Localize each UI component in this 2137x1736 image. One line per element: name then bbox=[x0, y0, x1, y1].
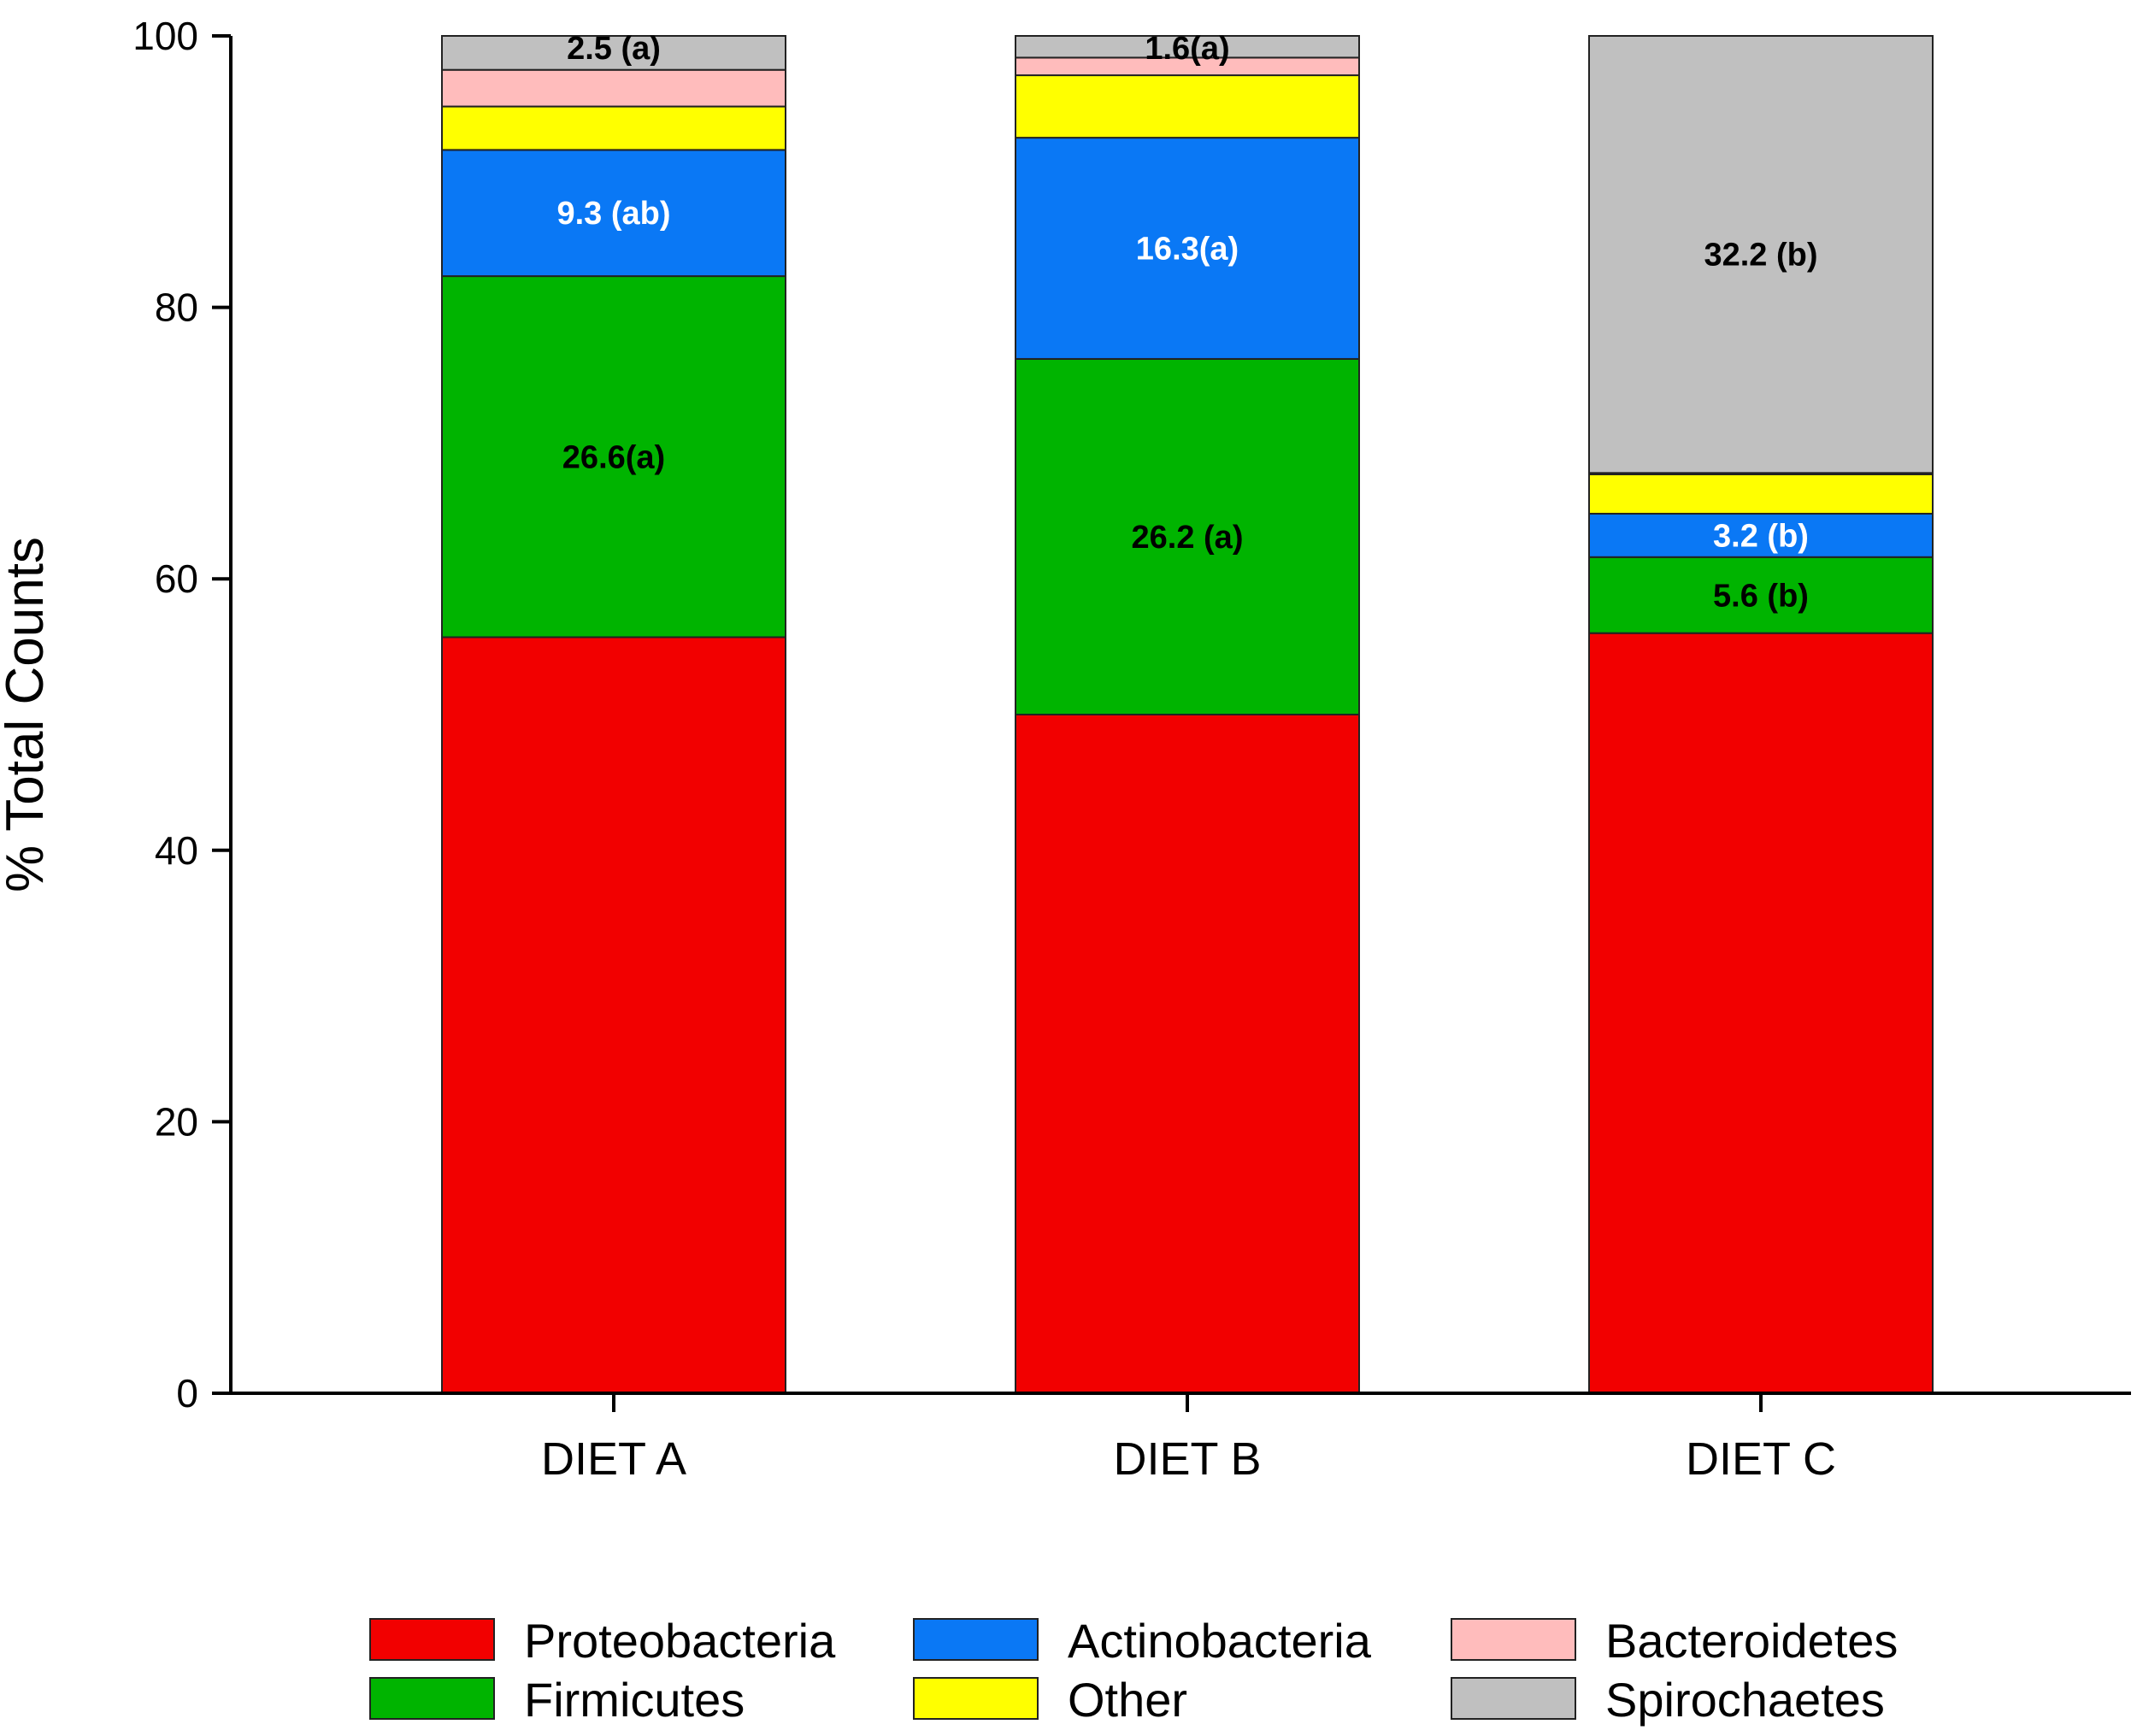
legend-swatch-actinobacteria bbox=[913, 1618, 1039, 1661]
legend: Proteobacteria Actinobacteria Bacteroidete… bbox=[369, 1614, 1898, 1727]
bar-segment-diet-c-spirochaetes bbox=[1588, 35, 1934, 474]
data-label-diet-b-firmicutes: 26.2 (a) bbox=[1132, 520, 1244, 556]
legend-swatch-spirochaetes bbox=[1451, 1677, 1576, 1720]
data-label-diet-a-actinobacteria: 9.3 (ab) bbox=[556, 196, 670, 232]
legend-swatch-proteobacteria bbox=[369, 1618, 495, 1661]
legend-item-actinobacteria: Actinobacteria bbox=[913, 1614, 1372, 1668]
legend-label-bacteroidetes: Bacteroidetes bbox=[1605, 1614, 1898, 1668]
axes-layer bbox=[229, 36, 2131, 1395]
legend-item-bacteroidetes: Bacteroidetes bbox=[1451, 1614, 1898, 1668]
legend-swatch-other bbox=[913, 1677, 1039, 1720]
legend-item-proteobacteria: Proteobacteria bbox=[369, 1614, 836, 1668]
y-tick-label: 60 bbox=[155, 556, 198, 601]
data-label-diet-b-spirochaetes: 1.6(a) bbox=[1145, 31, 1229, 67]
data-label-diet-a-firmicutes: 26.6(a) bbox=[562, 439, 665, 475]
y-tick-label: 100 bbox=[132, 14, 198, 58]
x-tick-label-diet-a: DIET A bbox=[541, 1433, 686, 1485]
y-tick-label: 0 bbox=[176, 1371, 198, 1415]
ticks-layer: 0 20 40 60 80 100 DIET A DIET B DIET C bbox=[132, 14, 1836, 1485]
bar-segment-diet-a-proteobacteria bbox=[441, 636, 786, 1394]
data-label-diet-c-spirochaetes: 32.2 (b) bbox=[1704, 238, 1817, 274]
bar-segment-diet-c-proteobacteria bbox=[1588, 632, 1934, 1394]
data-label-diet-a-spirochaetes: 2.5 (a) bbox=[567, 31, 661, 67]
bar-segment-diet-b-other bbox=[1015, 74, 1360, 139]
bar-segment-diet-a-firmicutes bbox=[441, 275, 786, 638]
bar-segment-diet-c-other bbox=[1588, 473, 1934, 515]
legend-label-proteobacteria: Proteobacteria bbox=[524, 1614, 836, 1668]
y-tick-label: 80 bbox=[155, 285, 198, 330]
bar-segment-diet-b-firmicutes bbox=[1015, 357, 1360, 715]
x-tick-label-diet-b: DIET B bbox=[1113, 1433, 1261, 1485]
data-label-diet-c-firmicutes: 5.6 (b) bbox=[1713, 578, 1809, 614]
y-tick-label: 40 bbox=[155, 828, 198, 873]
bar-segment-diet-a-spirochaetes bbox=[441, 35, 786, 71]
legend-item-other: Other bbox=[913, 1673, 1187, 1727]
bar-segment-diet-b-spirochaetes bbox=[1015, 35, 1360, 59]
legend-label-spirochaetes: Spirochaetes bbox=[1605, 1673, 1885, 1727]
legend-swatch-bacteroidetes bbox=[1451, 1618, 1576, 1661]
bar-segment-diet-a-other bbox=[441, 105, 786, 151]
bars-layer bbox=[441, 35, 1934, 1394]
data-label-diet-c-actinobacteria: 3.2 (b) bbox=[1713, 518, 1809, 554]
data-label-diet-b-actinobacteria: 16.3(a) bbox=[1136, 232, 1239, 268]
legend-swatch-firmicutes bbox=[369, 1677, 495, 1720]
bar-segment-diet-b-actinobacteria bbox=[1015, 137, 1360, 360]
legend-item-firmicutes: Firmicutes bbox=[369, 1673, 745, 1727]
y-axis-title: % Total Counts bbox=[0, 537, 55, 892]
legend-item-spirochaetes: Spirochaetes bbox=[1451, 1673, 1885, 1727]
bar-segment-diet-c-firmicutes bbox=[1588, 556, 1934, 634]
bar-segment-diet-b-proteobacteria bbox=[1015, 714, 1360, 1394]
bar-segment-diet-a-bacteroidetes bbox=[441, 68, 786, 108]
y-tick-label: 20 bbox=[155, 1099, 198, 1144]
legend-label-other: Other bbox=[1068, 1673, 1187, 1727]
segment-labels-layer: 2.5 (a) 9.3 (ab) 26.6(a) 1.6(a) 16.3(a) 26.2 … bbox=[556, 31, 1817, 614]
legend-label-actinobacteria: Actinobacteria bbox=[1068, 1614, 1372, 1668]
x-tick-label-diet-c: DIET C bbox=[1686, 1433, 1836, 1485]
legend-label-firmicutes: Firmicutes bbox=[524, 1673, 745, 1727]
